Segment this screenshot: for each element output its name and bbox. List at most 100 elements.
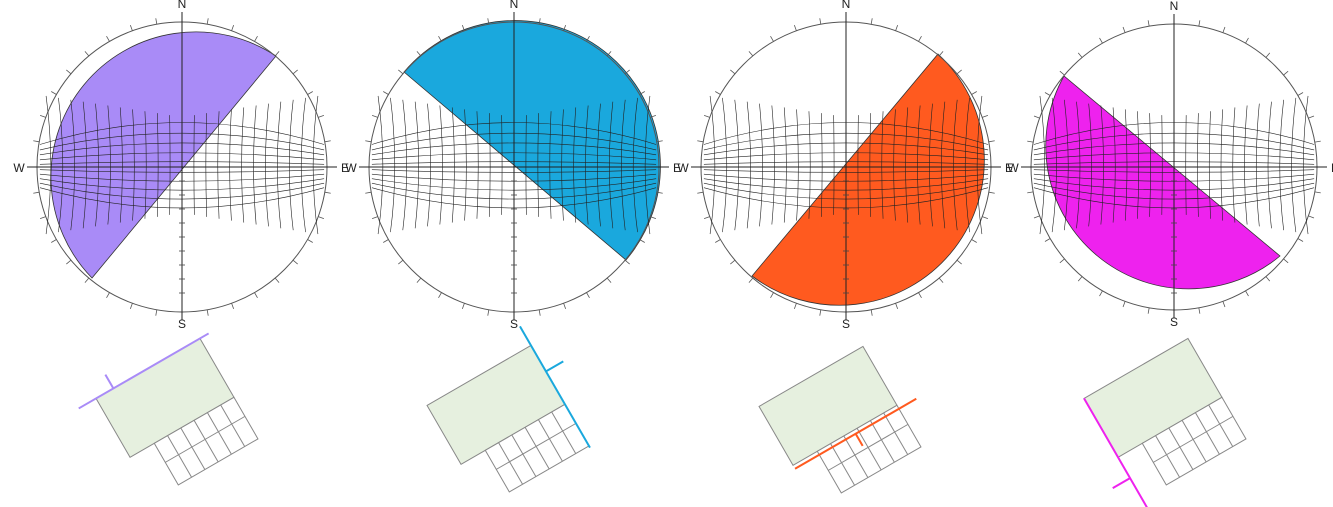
west-label: W xyxy=(345,161,357,175)
unit-divider xyxy=(1168,427,1194,470)
azimuth-tick xyxy=(1059,258,1065,264)
azimuth-tick xyxy=(318,114,325,118)
azimuth-tick xyxy=(982,114,989,118)
azimuth-tick xyxy=(383,91,389,95)
west-label: W xyxy=(1007,161,1019,175)
unit-divider xyxy=(1181,420,1207,463)
north-label: N xyxy=(178,0,187,11)
highlighted-wall xyxy=(794,397,917,470)
azimuth-tick xyxy=(563,303,567,310)
azimuth-tick xyxy=(606,51,612,57)
azimuth-tick xyxy=(1147,20,1150,27)
azimuth-tick xyxy=(1122,301,1126,308)
azimuth-tick xyxy=(1044,238,1051,242)
azimuth-tick xyxy=(51,91,57,95)
azimuth-tick xyxy=(1198,307,1201,314)
south-label: S xyxy=(178,317,186,331)
azimuth-tick xyxy=(819,309,822,316)
azimuth-tick xyxy=(1297,92,1304,96)
azimuth-tick xyxy=(870,18,873,25)
azimuth-tick xyxy=(793,303,797,310)
azimuth-tick xyxy=(1044,92,1051,96)
azimuth-tick xyxy=(697,191,704,194)
east-label: E xyxy=(341,161,349,175)
azimuth-tick xyxy=(416,277,422,283)
azimuth-tick xyxy=(656,191,663,194)
azimuth-tick xyxy=(730,69,736,75)
azimuth-tick xyxy=(155,309,158,316)
azimuth-tick xyxy=(1027,140,1034,143)
azimuth-tick xyxy=(398,259,404,265)
north-label: N xyxy=(510,0,519,11)
highlighted-wall xyxy=(1083,397,1149,507)
azimuth-tick xyxy=(715,239,721,243)
azimuth-tick xyxy=(51,239,57,243)
north-label: N xyxy=(842,0,851,11)
azimuth-tick xyxy=(956,69,962,75)
azimuth-tick xyxy=(1077,276,1083,282)
building-plan-3 xyxy=(758,345,922,494)
azimuth-tick xyxy=(1265,52,1271,58)
east-label: E xyxy=(673,161,681,175)
sun-path-panel-3: N S W E xyxy=(677,0,1013,331)
azimuth-tick xyxy=(819,18,822,25)
azimuth-tick xyxy=(292,259,298,265)
azimuth-tick xyxy=(715,91,721,95)
west-label: W xyxy=(13,161,25,175)
azimuth-tick xyxy=(106,292,110,298)
azimuth-tick xyxy=(938,277,944,283)
azimuth-tick xyxy=(606,277,612,283)
unit-divider xyxy=(1194,412,1220,455)
azimuth-tick xyxy=(461,303,465,310)
azimuth-tick xyxy=(1283,70,1289,76)
unit-divider xyxy=(1155,435,1180,478)
azimuth-tick xyxy=(292,69,298,75)
azimuth-tick xyxy=(895,303,899,310)
azimuth-tick xyxy=(129,24,133,31)
azimuth-tick xyxy=(770,36,774,42)
shading-segment xyxy=(403,20,661,261)
azimuth-tick xyxy=(39,216,46,220)
azimuth-tick xyxy=(1314,191,1321,194)
azimuth-tick xyxy=(33,140,40,143)
unit-divider xyxy=(220,404,246,447)
azimuth-tick xyxy=(365,140,372,143)
unit-divider xyxy=(511,434,537,477)
azimuth-tick xyxy=(938,51,944,57)
azimuth-tick xyxy=(398,69,404,75)
azimuth-tick xyxy=(487,309,490,316)
azimuth-tick xyxy=(697,140,704,143)
azimuth-tick xyxy=(324,191,331,194)
azimuth-tick xyxy=(371,114,378,118)
shadow-angle-grid xyxy=(39,95,325,235)
azimuth-tick xyxy=(39,114,46,118)
azimuth-tick xyxy=(1033,215,1040,219)
shading-segment xyxy=(50,31,277,279)
unit-divider xyxy=(883,412,909,455)
azimuth-tick xyxy=(84,277,90,283)
azimuth-tick xyxy=(33,191,40,194)
azimuth-tick xyxy=(770,292,774,298)
azimuth-tick xyxy=(586,292,590,298)
azimuth-tick xyxy=(971,91,977,95)
azimuth-tick xyxy=(1245,290,1249,297)
azimuth-tick xyxy=(650,114,657,118)
azimuth-tick xyxy=(1027,191,1034,194)
unit-divider xyxy=(180,427,206,470)
azimuth-tick xyxy=(748,277,754,283)
azimuth-tick xyxy=(895,24,899,31)
azimuth-tick xyxy=(538,309,541,316)
azimuth-tick xyxy=(624,69,630,75)
unit-divider xyxy=(206,412,232,455)
azimuth-tick xyxy=(371,216,378,220)
azimuth-tick xyxy=(624,259,630,265)
azimuth-tick xyxy=(1283,258,1289,264)
unit-divider xyxy=(537,419,563,462)
shading-segment xyxy=(751,53,985,306)
shadow-angle-grid xyxy=(1033,95,1315,235)
azimuth-tick xyxy=(206,309,209,316)
unit-divider xyxy=(869,420,895,463)
azimuth-tick xyxy=(1314,140,1321,143)
